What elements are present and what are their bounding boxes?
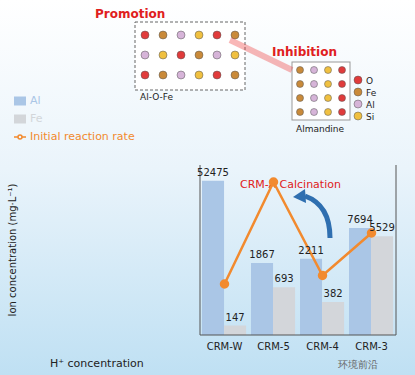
html-text:Initial reaction rate: Initial reaction rate xyxy=(30,130,135,143)
svg-text:O: O xyxy=(366,76,373,86)
svg-text:382: 382 xyxy=(324,288,343,299)
svg-text:5529: 5529 xyxy=(369,222,394,233)
svg-text:7694: 7694 xyxy=(347,214,373,226)
svg-text:CRM-3: CRM-3 xyxy=(355,341,388,352)
svg-text:CRM-5: CRM-5 xyxy=(257,341,290,352)
svg-text:CRM-W: CRM-W xyxy=(207,341,243,352)
svg-text:1867: 1867 xyxy=(249,249,274,260)
svg-text:Si: Si xyxy=(366,112,374,122)
svg-text:Fe: Fe xyxy=(366,88,377,98)
svg-text:2211: 2211 xyxy=(298,245,323,256)
svg-text:52475: 52475 xyxy=(197,167,229,178)
html-text:Ion concentration (mg·L⁻¹): Ion concentration (mg·L⁻¹) xyxy=(6,183,18,317)
svg-text:CRM-A Calcination: CRM-A Calcination xyxy=(240,178,341,191)
html-text:H⁺ concentration: H⁺ concentration xyxy=(50,357,144,370)
svg-text:CRM-4: CRM-4 xyxy=(306,341,339,352)
svg-text:环境前沿: 环境前沿 xyxy=(338,359,378,370)
svg-text:Al-O-Fe: Al-O-Fe xyxy=(140,92,173,102)
svg-text:Promotion: Promotion xyxy=(95,7,165,21)
svg-text:Inhibition: Inhibition xyxy=(272,45,337,59)
html-text:Al: Al xyxy=(30,94,41,107)
svg-text:693: 693 xyxy=(275,273,294,284)
svg-text:Almandine: Almandine xyxy=(296,124,345,134)
html-text:Fe: Fe xyxy=(30,112,43,125)
svg-text:Al: Al xyxy=(366,100,375,110)
svg-text:147: 147 xyxy=(226,312,245,323)
